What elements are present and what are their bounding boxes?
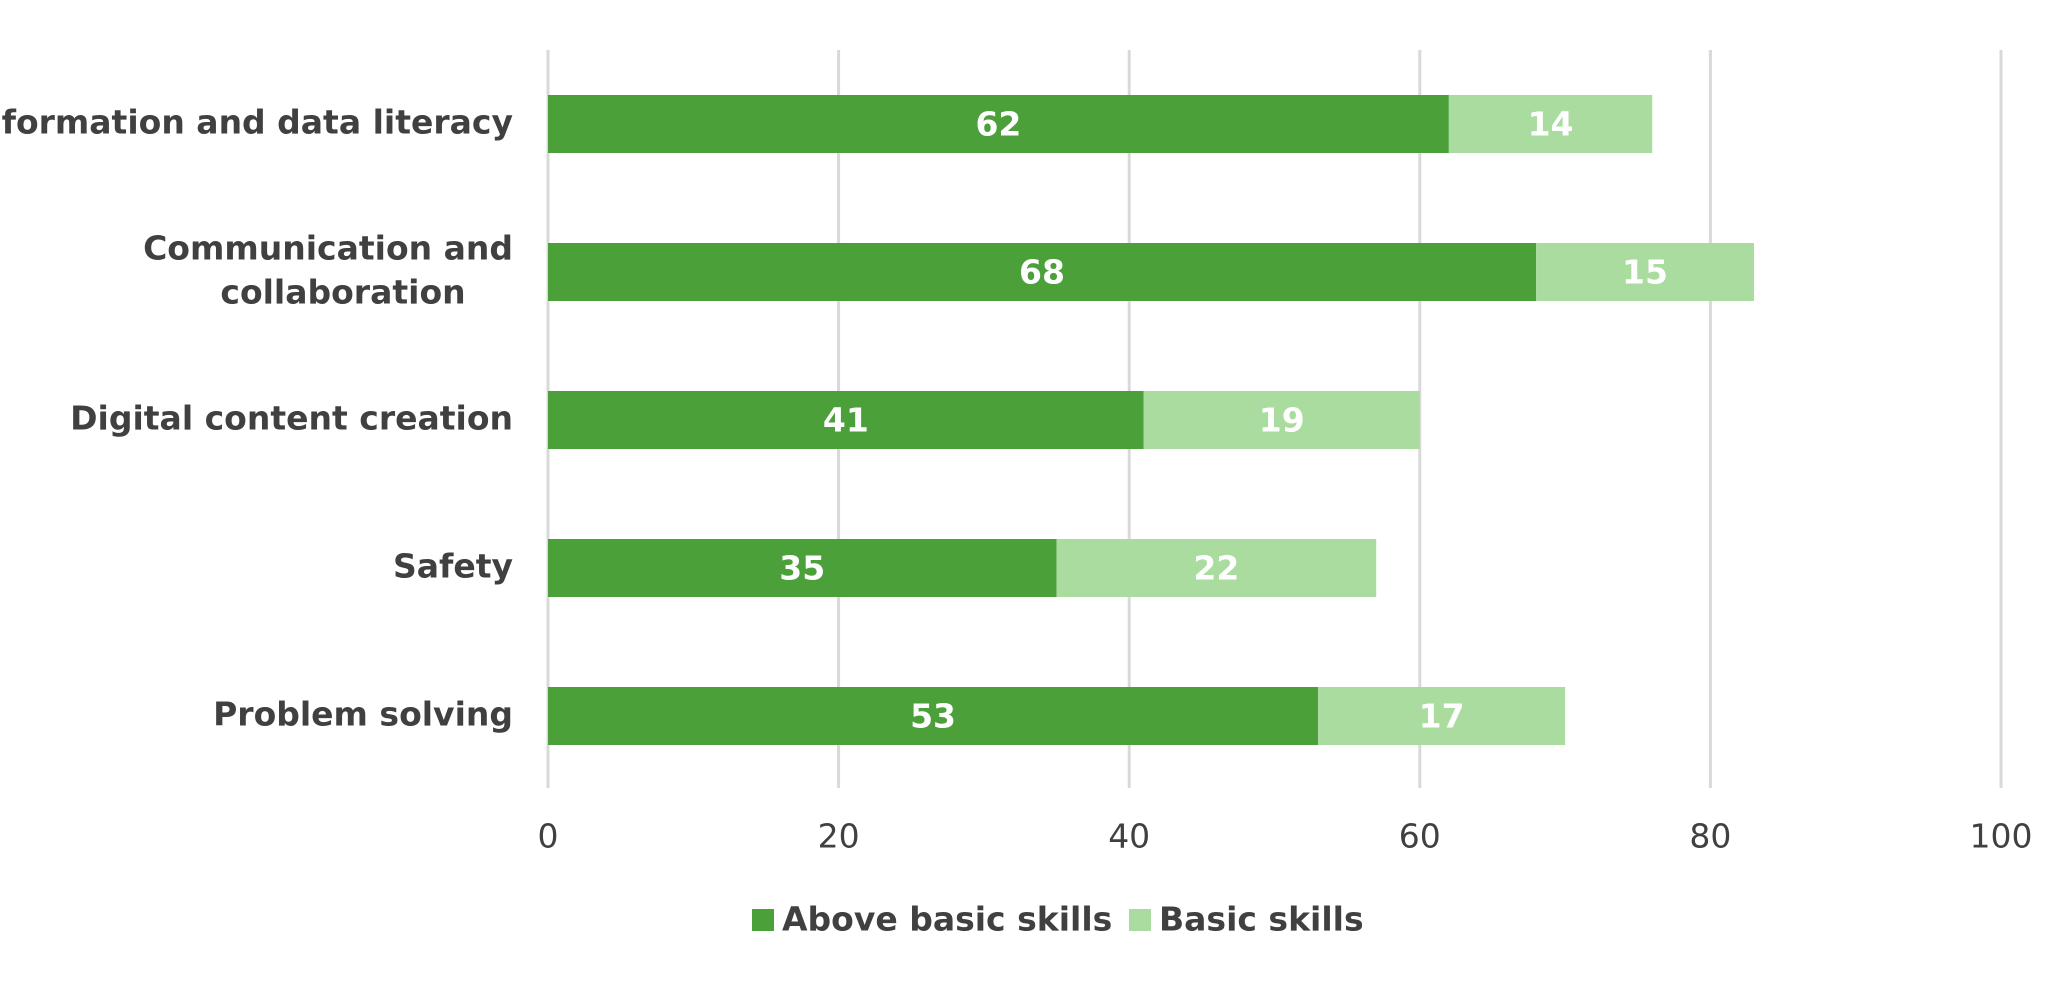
x-tick-label: 80 (1689, 817, 1731, 856)
category-label: Digital content creation (70, 399, 513, 438)
bar-segment (548, 95, 1449, 153)
bar-segment (548, 539, 1057, 597)
bar-segment (548, 391, 1144, 449)
data-label: 22 (1193, 549, 1239, 588)
data-label: 14 (1528, 105, 1574, 144)
category-label: Problem solving (213, 695, 513, 734)
x-tick-label: 60 (1399, 817, 1441, 856)
bar-segment (1056, 539, 1377, 597)
category-label: Safety (393, 547, 513, 586)
data-label: 19 (1259, 401, 1305, 440)
x-axis-tick-labels: 0 20 40 60 80 100 (538, 817, 2033, 856)
x-tick-label: 0 (538, 817, 559, 856)
legend: Above basic skills Basic skills (752, 900, 1364, 939)
x-tick-label: 40 (1108, 817, 1150, 856)
category-label: Information and data literacy (0, 103, 513, 142)
x-tick-label: 20 (818, 817, 860, 856)
data-label: 53 (910, 697, 956, 736)
legend-label: Above basic skills (782, 900, 1112, 939)
bar-segment (1536, 243, 1754, 301)
bars (548, 95, 1754, 745)
data-label: 15 (1622, 253, 1668, 292)
bar-segment (1318, 687, 1566, 745)
bar-segment (1448, 95, 1653, 153)
category-labels: Information and data literacy Communicati… (0, 103, 513, 734)
data-labels: 62 14 68 15 41 19 35 22 53 17 (779, 105, 1668, 736)
x-tick-label: 100 (1970, 817, 2033, 856)
bar-segment (548, 687, 1319, 745)
legend-swatch (1129, 909, 1151, 931)
category-label: Communication and (143, 229, 513, 268)
data-label: 41 (823, 401, 869, 440)
bar-segment (1143, 391, 1420, 449)
bar-segment (548, 243, 1537, 301)
data-label: 17 (1419, 697, 1465, 736)
category-label: collaboration (220, 273, 465, 312)
data-label: 68 (1019, 253, 1065, 292)
legend-swatch (752, 909, 774, 931)
data-label: 62 (975, 105, 1021, 144)
legend-label: Basic skills (1159, 900, 1364, 939)
data-label: 35 (779, 549, 825, 588)
